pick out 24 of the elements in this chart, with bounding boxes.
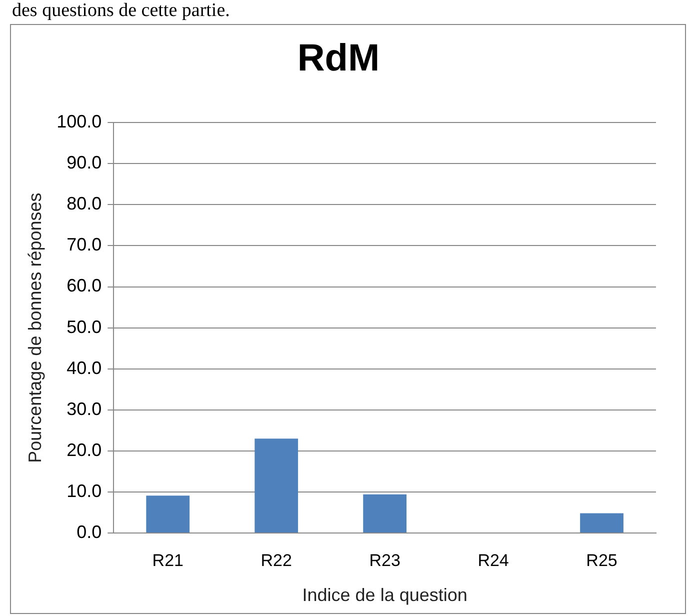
- y-tick-label: 90.0: [66, 152, 102, 173]
- chart-title: RdM: [297, 37, 380, 80]
- y-tick-label: 70.0: [66, 234, 102, 255]
- y-tick-label: 80.0: [66, 194, 102, 214]
- x-tick-label: R24: [478, 550, 509, 570]
- bar: [580, 513, 624, 532]
- y-tick-label: 20.0: [66, 440, 102, 460]
- text: des questions de cette partie.: [12, 0, 230, 22]
- bar: [254, 438, 298, 532]
- bar: [363, 494, 407, 532]
- y-tick-label: 0.0: [76, 522, 102, 542]
- y-tick-label: 10.0: [66, 480, 102, 501]
- y-tick-label: 40.0: [66, 358, 102, 378]
- x-tick-label: R22: [260, 550, 292, 570]
- bar: [146, 496, 190, 532]
- x-tick-label: R21: [152, 550, 184, 570]
- y-axis-title: Pourcentage de bonnes réponses: [24, 192, 45, 463]
- y-tick-label: 60.0: [66, 276, 102, 296]
- x-tick-label: R23: [369, 550, 400, 570]
- y-tick-label: 100.0: [56, 112, 102, 132]
- x-axis-title: Indice de la question: [302, 585, 468, 606]
- y-tick-label: 30.0: [66, 398, 102, 419]
- y-tick-label: 50.0: [66, 316, 102, 337]
- x-tick-label: R25: [586, 550, 618, 570]
